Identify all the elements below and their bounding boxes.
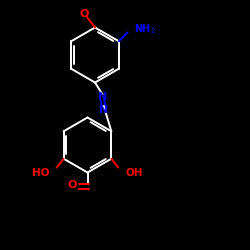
Text: O: O [68,180,77,190]
Text: OH: OH [125,168,142,177]
Text: O: O [79,9,88,19]
Text: NH$_2$: NH$_2$ [134,22,156,36]
Text: HO: HO [32,168,50,177]
Text: N: N [99,104,108,115]
Text: N: N [98,92,107,102]
